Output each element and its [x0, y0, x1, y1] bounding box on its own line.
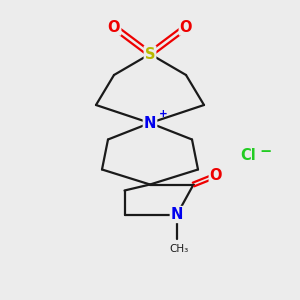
Text: Cl: Cl: [240, 148, 256, 164]
Text: CH₃: CH₃: [169, 244, 188, 254]
Text: N: N: [144, 116, 156, 130]
Text: O: O: [108, 20, 120, 34]
Text: O: O: [180, 20, 192, 34]
Text: O: O: [210, 168, 222, 183]
Text: +: +: [159, 109, 168, 119]
Text: N: N: [171, 207, 183, 222]
Text: S: S: [145, 46, 155, 62]
Text: −: −: [260, 144, 272, 159]
